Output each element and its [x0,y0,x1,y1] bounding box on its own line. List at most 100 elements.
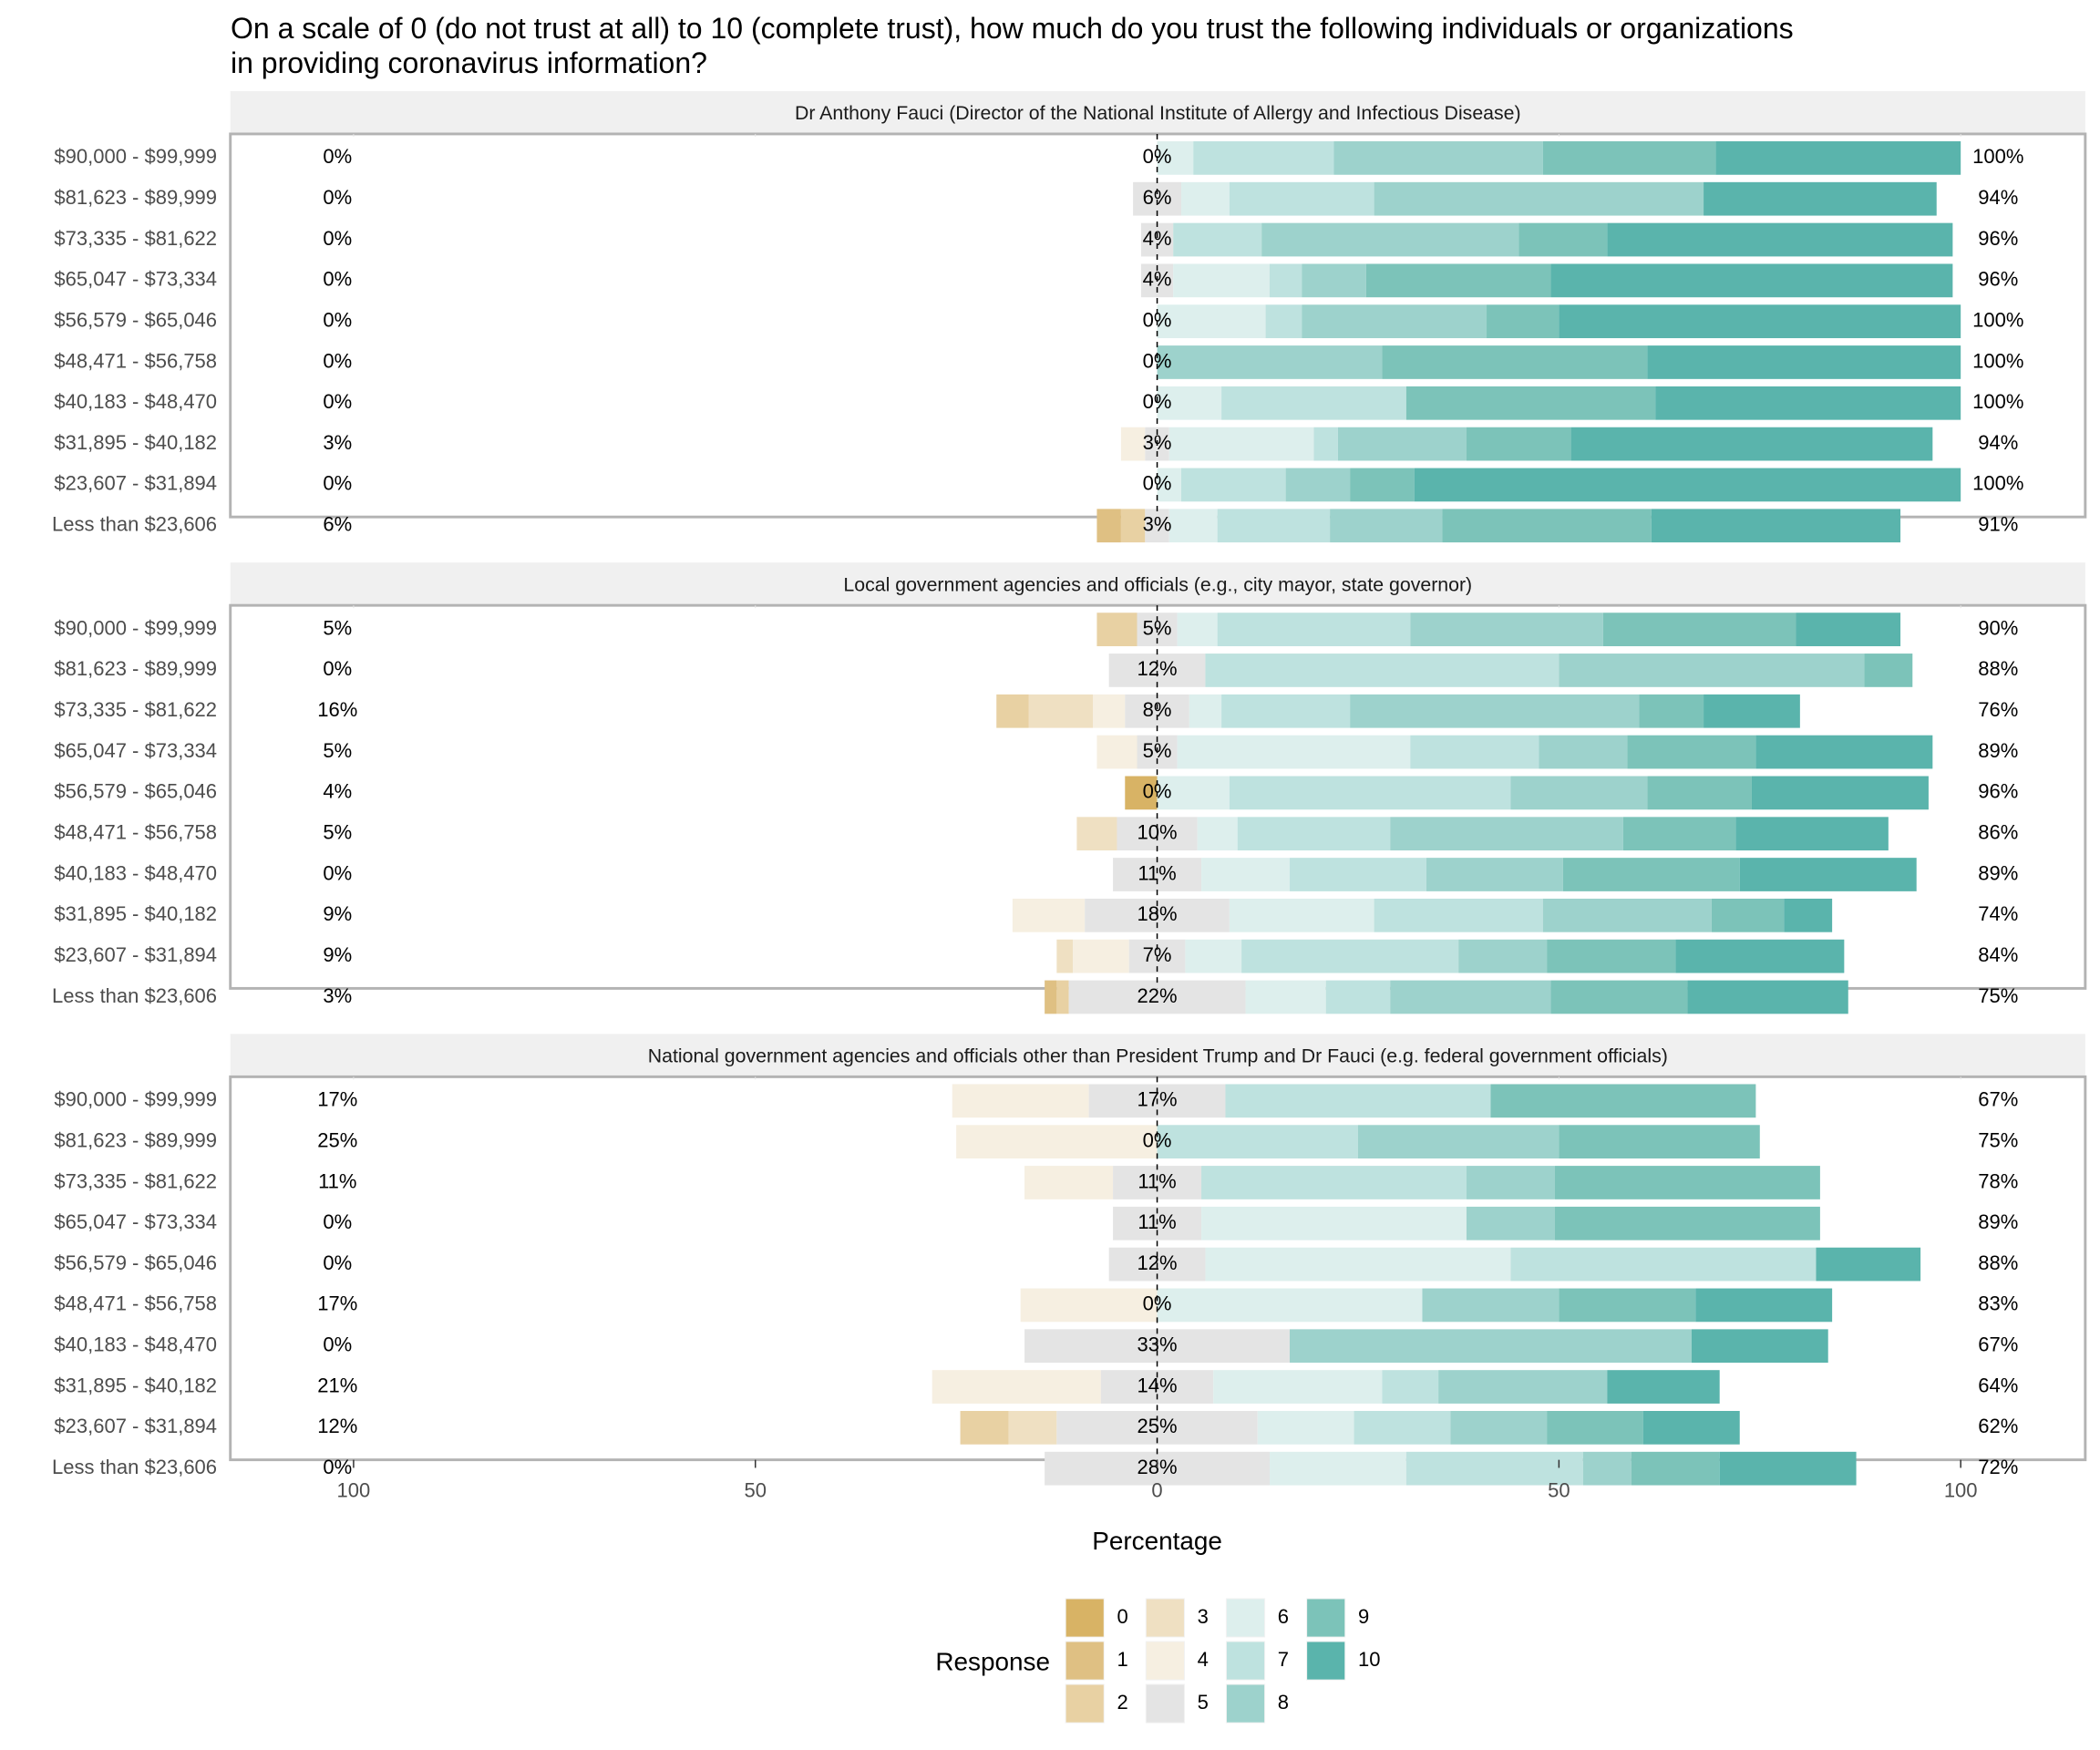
legend-label: 3 [1198,1605,1209,1628]
category-label: $73,335 - $81,622 [54,227,217,250]
bar-segment-6 [1157,386,1222,420]
bar-segment-10 [1607,1370,1720,1404]
facet-strip [230,90,2085,134]
legend-swatch-4 [1146,1642,1184,1680]
bar-segment-10 [1796,612,1901,646]
low-percent-label: 0% [323,268,352,291]
bar-segment-9 [1627,735,1756,769]
low-percent-label: 0% [323,1251,352,1274]
bar-segment-7 [1510,1247,1817,1282]
bar-segment-4 [1072,939,1129,973]
legend-label: 10 [1358,1648,1380,1671]
category-label: $40,183 - $48,470 [54,390,217,413]
bar-segment-6 [1201,1206,1467,1240]
bar-segment-4 [1012,898,1086,932]
bar-segment-8 [1426,858,1563,891]
bar-segment-10 [1695,1288,1833,1323]
bar-segment-10 [1687,980,1848,1014]
category-label: $81,623 - $89,999 [54,657,217,680]
category-label: $31,895 - $40,182 [54,1374,217,1396]
bar-segment-5 [1125,694,1189,728]
legend-swatch-8 [1226,1684,1265,1723]
bar-segment-9 [1639,694,1704,728]
bar-segment-2 [1056,980,1069,1014]
bar-segment-8 [1330,509,1443,543]
legend-label: 7 [1278,1648,1289,1671]
bar-segment-7 [1265,304,1302,339]
bar-segment-10 [1414,468,1961,502]
bar-segment-5 [1113,858,1202,891]
bar-segment-7 [1290,858,1426,891]
low-percent-label: 5% [323,616,352,639]
category-label: $81,623 - $89,999 [54,186,217,209]
bar-segment-8 [1302,263,1366,298]
category-label: $48,471 - $56,758 [54,821,217,844]
high-percent-label: 75% [1978,1128,2018,1151]
bar-segment-7 [1217,509,1331,543]
legend-swatch-2 [1065,1684,1104,1723]
bar-segment-4 [952,1084,1089,1118]
bar-segment-6 [1157,141,1194,175]
legend-label: 8 [1278,1691,1289,1714]
bar-segment-8 [1337,427,1467,461]
low-percent-label: 9% [323,902,352,925]
bar-segment-9 [1647,776,1752,810]
bar-segment-8 [1290,1329,1692,1364]
low-percent-label: 17% [317,1088,357,1111]
low-percent-label: 0% [323,1210,352,1233]
high-percent-label: 62% [1978,1415,2018,1437]
bar-segment-7 [1157,1125,1358,1159]
bar-segment-9 [1559,1125,1760,1159]
bar-segment-9 [1554,1166,1820,1199]
bar-segment-10 [1642,1411,1740,1445]
bar-segment-8 [1450,1411,1548,1445]
high-percent-label: 91% [1978,513,2018,536]
bar-segment-10 [1704,181,1937,216]
high-percent-label: 78% [1978,1169,2018,1192]
bar-segment-9 [1547,1411,1643,1445]
bar-segment-8 [1261,222,1519,257]
bar-segment-7 [1201,1166,1467,1199]
legend-swatch-10 [1307,1642,1345,1680]
bar-segment-10 [1715,141,1961,175]
bar-segment-9 [1487,304,1560,339]
high-percent-label: 100% [1972,145,2023,168]
bar-segment-9 [1365,263,1551,298]
bar-segment-9 [1350,468,1415,502]
low-percent-label: 3% [323,431,352,454]
bar-segment-5 [1145,509,1169,543]
bar-segment-7 [1181,468,1286,502]
bar-segment-10 [1751,776,1929,810]
bar-segment-3 [1076,817,1117,851]
facet-strip [230,562,2085,606]
bar-segment-8 [1466,1166,1555,1199]
low-percent-label: 0% [323,349,352,372]
x-tick-label: 50 [744,1479,766,1502]
bar-segment-3 [1028,694,1094,728]
bar-segment-6 [1257,1411,1354,1445]
legend-swatch-3 [1146,1599,1184,1637]
bar-segment-6 [1197,817,1238,851]
high-percent-label: 88% [1978,657,2018,680]
x-tick-label: 50 [1548,1479,1570,1502]
bar-segment-10 [1655,386,1961,420]
bar-segment-6 [1173,263,1270,298]
bar-segment-6 [1177,612,1218,646]
bar-segment-10 [1570,427,1933,461]
bar-segment-9 [1442,509,1652,543]
bar-segment-10 [1550,263,1953,298]
low-percent-label: 0% [323,472,352,495]
category-label: $56,579 - $65,046 [54,780,217,803]
bar-segment-8 [1374,181,1704,216]
bar-segment-8 [1350,694,1640,728]
low-percent-label: 5% [323,739,352,762]
high-percent-label: 100% [1972,472,2023,495]
legend-swatch-5 [1146,1684,1184,1723]
bar-segment-9 [1550,980,1688,1014]
category-label: $73,335 - $81,622 [54,1169,217,1192]
bar-segment-6 [1181,181,1230,216]
bar-segment-10 [1719,1451,1857,1486]
bar-segment-7 [1221,694,1351,728]
bar-segment-10 [1675,939,1845,973]
bar-segment-9 [1490,1084,1756,1118]
